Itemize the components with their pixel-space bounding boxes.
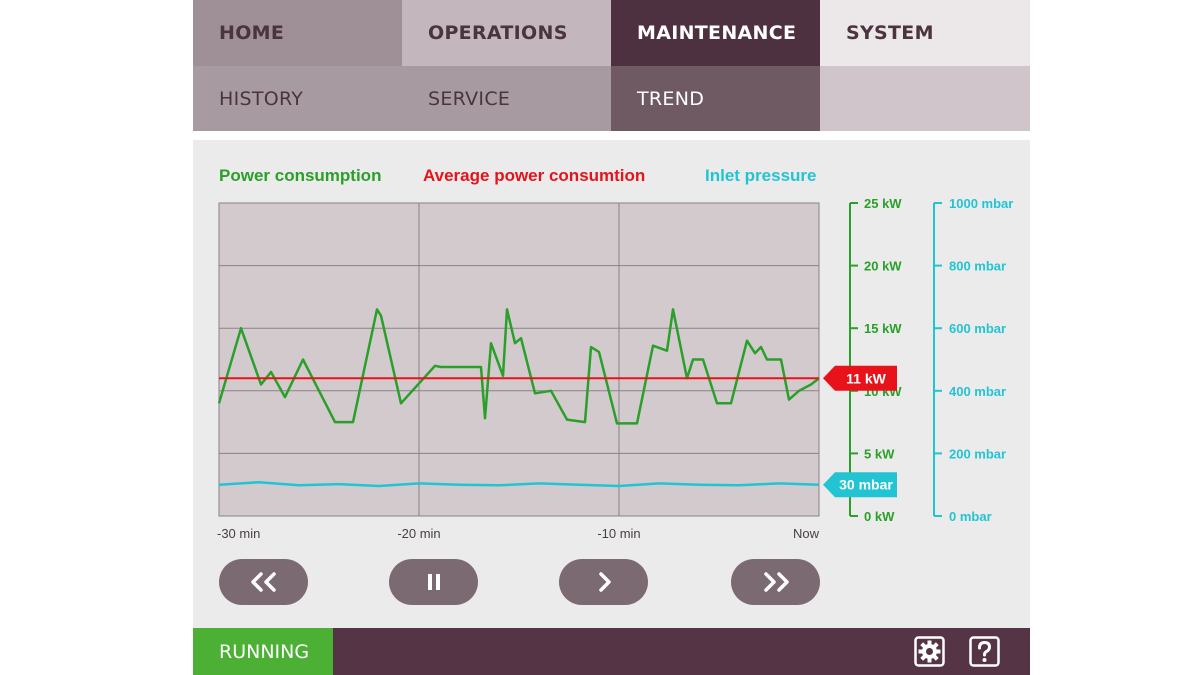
fast-forward-button[interactable]: [731, 559, 820, 605]
series-inlet-pressure-line: [218, 480, 820, 488]
nav-history[interactable]: HISTORY: [193, 66, 402, 131]
status-running: RUNNING: [193, 628, 333, 675]
value-markers: 11 kW 30 mbar: [823, 365, 897, 498]
nav-trend[interactable]: TREND: [611, 66, 820, 131]
nav-separator: [193, 131, 1030, 140]
hmi-screen: HOME OPERATIONS MAINTENANCE SYSTEM HISTO…: [193, 0, 1030, 675]
pressure-axis-label: 800 mbar: [949, 259, 1006, 274]
legend-inlet-pressure: Inlet pressure: [705, 166, 817, 185]
nav-maintenance[interactable]: MAINTENANCE: [611, 0, 820, 66]
average-power-marker-tag: [823, 365, 897, 391]
power-axis-label: 20 kW: [864, 259, 902, 274]
average-power-marker-label: 11 kW: [846, 370, 886, 386]
series-power-consumption-line: [217, 308, 820, 425]
pause-button[interactable]: [389, 559, 478, 605]
nav-system[interactable]: SYSTEM: [820, 0, 1030, 66]
power-axis-label: 25 kW: [864, 196, 902, 211]
pressure-axis-label: 400 mbar: [949, 384, 1006, 399]
forward-button[interactable]: [559, 559, 648, 605]
series-layer: [217, 308, 820, 488]
pressure-axis-label: 600 mbar: [949, 321, 1006, 336]
inlet-pressure-marker-label: 30 mbar: [839, 477, 893, 493]
x-tick-label: -30 min: [217, 526, 260, 541]
help-icon[interactable]: [969, 636, 1000, 667]
pause-icon: [427, 574, 440, 590]
legend-power-consumption: Power consumption: [219, 166, 382, 185]
nav-home[interactable]: HOME: [193, 0, 402, 66]
pressure-axis-label: 1000 mbar: [949, 196, 1013, 211]
grid: [219, 203, 819, 516]
nav-operations[interactable]: OPERATIONS: [402, 0, 611, 66]
plot-area: [218, 202, 820, 517]
power-axis-label: 0 kW: [864, 509, 895, 524]
double-chevron-right-icon: [763, 572, 789, 592]
settings-gear-icon[interactable]: [914, 636, 945, 667]
power-axis-label: 5 kW: [864, 446, 895, 461]
x-tick-label: -20 min: [397, 526, 440, 541]
double-chevron-left-icon: [250, 572, 276, 592]
power-axis-label: 15 kW: [864, 321, 902, 336]
pressure-axis-label: 0 mbar: [949, 509, 992, 524]
nav-service[interactable]: SERVICE: [402, 66, 611, 131]
x-tick-label: Now: [793, 526, 820, 541]
nav-empty-cell: [820, 66, 1030, 131]
status-bar: RUNNING: [193, 628, 1030, 675]
rewind-button[interactable]: [219, 559, 308, 605]
x-tick-label: -10 min: [597, 526, 640, 541]
pressure-axis-label: 200 mbar: [949, 446, 1006, 461]
inlet-pressure-marker-tag: [823, 472, 897, 498]
chevron-right-icon: [598, 572, 611, 592]
legend-average-power: Average power consumtion: [423, 166, 646, 185]
